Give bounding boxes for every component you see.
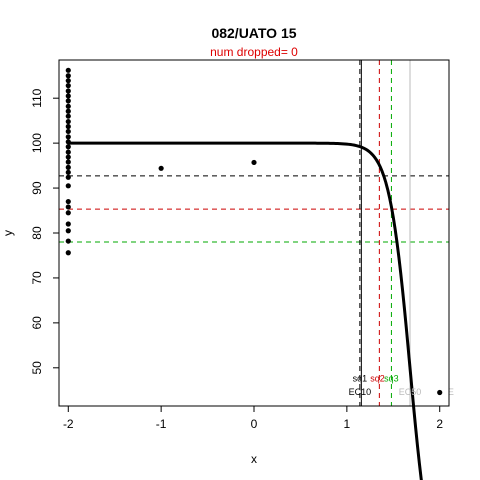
- y-tick-label: 70: [30, 271, 44, 285]
- data-point: [65, 250, 71, 256]
- data-point: [251, 159, 257, 166]
- data-point: [65, 164, 71, 170]
- data-point: [65, 128, 71, 135]
- data-point: [65, 78, 71, 84]
- y-tick-label: 100: [30, 133, 44, 153]
- data-point: [65, 221, 71, 227]
- data-point: [65, 228, 71, 234]
- data-point: [65, 113, 71, 119]
- data-points: [65, 67, 443, 396]
- data-point: [65, 67, 71, 73]
- data-point: [65, 159, 71, 165]
- annotation-ec50: EC50: [399, 387, 422, 397]
- data-point: [65, 169, 71, 175]
- data-point: [65, 98, 71, 104]
- data-point: [65, 83, 71, 89]
- data-point: [65, 210, 71, 216]
- y-axis: 50 60 70 80 90 100 110: [30, 88, 60, 375]
- annotation-sq1: sq1: [353, 373, 368, 383]
- annotations: sq1 sq2 sq3 EC10 EC50 E: [349, 373, 454, 396]
- data-point: [65, 73, 71, 79]
- x-axis: -2 -1 0 1 2: [63, 405, 443, 431]
- y-tick-label: 80: [30, 226, 44, 240]
- data-point: [65, 123, 71, 130]
- data-point: [65, 149, 71, 155]
- data-point: [65, 144, 71, 150]
- x-tick-label: 2: [436, 417, 443, 431]
- y-axis-label: y: [1, 230, 15, 236]
- data-point: [65, 93, 71, 99]
- x-tick-label: 1: [344, 417, 351, 431]
- y-tick-label: 90: [30, 181, 44, 195]
- x-tick-label: 0: [251, 417, 258, 431]
- data-point: [65, 198, 71, 205]
- annotation-sq2: sq2: [370, 373, 385, 383]
- annotation-ec10: EC10: [349, 387, 372, 397]
- data-point: [65, 238, 71, 244]
- data-point: [65, 139, 71, 145]
- fit-curve: [68, 141, 423, 480]
- annotation-e: E: [448, 387, 454, 397]
- data-point: [437, 389, 443, 396]
- data-point: [65, 108, 71, 114]
- y-tick-label: 110: [30, 88, 44, 107]
- chart-title: 082/UATO 15: [211, 25, 296, 41]
- reference-lines: [59, 60, 449, 406]
- data-point: [65, 103, 71, 109]
- data-point: [65, 204, 71, 210]
- data-point: [65, 118, 71, 125]
- data-point: [65, 154, 71, 160]
- plot-frame: [58, 59, 450, 407]
- chart-subtitle: num dropped= 0: [210, 45, 298, 59]
- x-tick-label: -2: [63, 417, 74, 431]
- data-point: [65, 183, 71, 189]
- fit-curve-group: [68, 141, 423, 480]
- y-tick-label: 60: [30, 316, 44, 330]
- annotation-sq3: sq3: [384, 373, 399, 383]
- data-point: [65, 174, 71, 180]
- y-tick-label: 50: [30, 361, 44, 375]
- data-point: [65, 134, 71, 140]
- data-point: [65, 88, 71, 94]
- data-point: [158, 165, 164, 171]
- x-tick-label: -1: [156, 417, 167, 431]
- x-axis-label: x: [251, 452, 257, 466]
